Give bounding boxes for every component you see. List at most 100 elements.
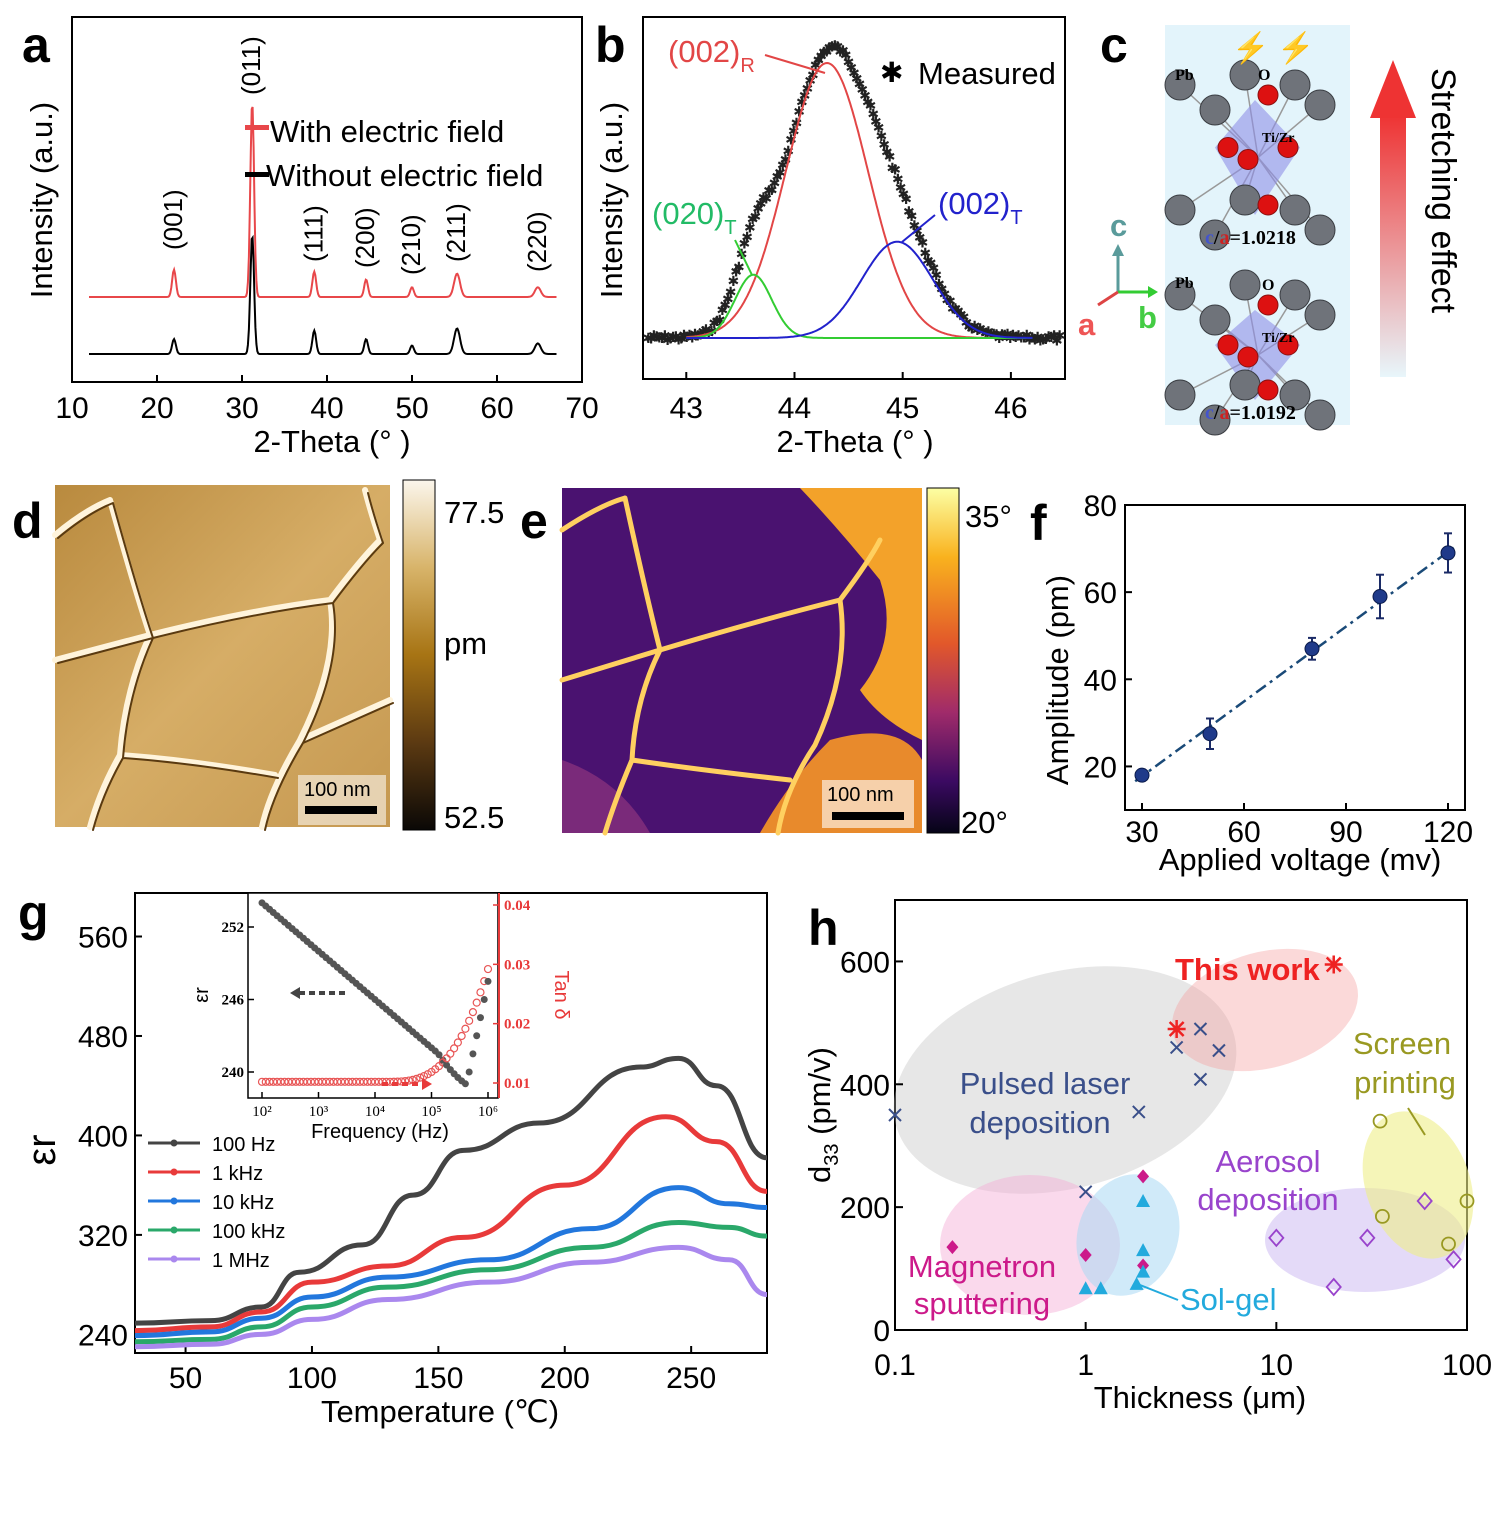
pb-atom	[1199, 94, 1231, 126]
legend-marker	[170, 1226, 178, 1234]
measured-point: ✱	[1007, 328, 1019, 344]
measured-point: ✱	[876, 129, 888, 145]
measured-point: ✱	[917, 235, 929, 251]
o-atom	[1217, 334, 1239, 356]
measured-point: ✱	[922, 254, 934, 270]
measured-point: ✱	[1043, 330, 1055, 346]
label-020T: (020)T	[652, 196, 737, 239]
o-atom	[1237, 149, 1259, 170]
o-atom	[1277, 137, 1299, 158]
measured-point: ✱	[717, 303, 729, 319]
marker-triangle	[1136, 1243, 1151, 1257]
measured-point: ✱	[782, 144, 794, 160]
measured-point: ✱	[766, 183, 778, 199]
measured-point: ✱	[755, 196, 767, 212]
x-tick-label: 43	[670, 392, 703, 425]
measured-point: ✱	[908, 219, 920, 235]
measured-point: ✱	[733, 260, 745, 276]
measured-point: ✱	[741, 230, 753, 246]
legend-swatch-without	[245, 172, 269, 177]
inset-right-axis	[498, 893, 500, 1098]
x-axis-label-b: 2-Theta (° )	[776, 424, 933, 459]
inset-tan-point	[457, 1031, 466, 1041]
measured-point: ✱	[667, 330, 679, 346]
fit-component-020T	[686, 273, 1033, 339]
measured-point: ✱	[656, 331, 668, 347]
measured-point: ✱	[815, 49, 827, 65]
o-atom	[1257, 294, 1279, 316]
inset-tan-point	[446, 1049, 455, 1058]
measured-point: ✱	[936, 282, 948, 298]
measured-point: ✱	[843, 55, 855, 71]
data-points-f	[1134, 532, 1456, 783]
marker-triangle	[1078, 1281, 1093, 1295]
x-tick-label: 40	[310, 392, 343, 425]
peak-label: (001)	[158, 189, 188, 250]
measured-point: ✱	[810, 58, 822, 74]
peak-label: (210)	[396, 214, 426, 275]
inset-y2-tick-label: 0.01	[504, 1076, 530, 1092]
series-line	[134, 1219, 768, 1345]
measured-point: ✱	[829, 39, 841, 55]
y-axis-label-b: Intensity (a.u.)	[594, 102, 629, 298]
inset-tan-point	[416, 1073, 425, 1082]
panel-f: f 30 60 90 120 20 40 60 80 Applied voltage (mv)…	[1030, 490, 1473, 877]
x-tick-label: 120	[1423, 816, 1473, 849]
measured-point: ✱	[933, 277, 945, 293]
measured-point: ✱	[749, 209, 761, 225]
measured-point: ✱	[996, 327, 1008, 343]
measured-point: ✱	[887, 161, 899, 177]
inset-x-tick-label: 10⁵	[421, 1104, 441, 1120]
group-label-pld-1: Pulsed laser	[960, 1066, 1131, 1101]
pb-atom	[1304, 214, 1336, 246]
group-label-mag-1: Magnetron	[908, 1249, 1056, 1284]
axis-ticks-h: 0.1 1 10 100 0 200 400 600	[840, 946, 1492, 1382]
inset-y2-tick-label: 0.02	[504, 1017, 530, 1033]
measured-point: ✱	[670, 329, 682, 345]
ratio-top: c/a=1.0218	[1205, 227, 1296, 249]
panel-d: d 100 nm 77.5 pm 52.5	[12, 479, 504, 835]
y-tick-label: 20	[1084, 751, 1117, 784]
marker-circle-open	[1459, 1193, 1475, 1209]
measured-point: ✱	[777, 158, 789, 174]
ellipse-this-work	[1172, 948, 1358, 1072]
marker-diamond-open	[1325, 1277, 1342, 1297]
scale-bar-label-d: 100 nm	[304, 779, 371, 801]
panel-label-d: d	[12, 493, 43, 549]
measured-point: ✱	[895, 180, 907, 196]
y-tick-label: 200	[840, 1192, 890, 1225]
measured-point: ✱	[939, 287, 951, 303]
colorbar-d	[402, 479, 436, 831]
x-tick-label: 0.1	[874, 1349, 916, 1382]
legend-with: With electric field	[270, 114, 504, 149]
y-tick-label: 400	[840, 1069, 890, 1102]
group-label-aer-1: Aerosol	[1215, 1144, 1320, 1179]
marker-diamond-open	[1359, 1228, 1376, 1248]
x-tick-label: 100	[287, 1362, 337, 1395]
panel-h: h 0.1 1 10 100 0 200 400 600 This work Pulsed l…	[802, 899, 1492, 1415]
x-tick-label: 1	[1077, 1349, 1094, 1382]
measured-point: ✱	[944, 294, 956, 310]
measured-point: ✱	[859, 89, 871, 105]
panel-c: c ⚡ ⚡ Pb O Ti/Zr c/a=1.0218 Pb O Ti/Zr c…	[1078, 17, 1462, 436]
group-label-solgel: Sol-gel	[1180, 1282, 1277, 1317]
measured-point: ✱	[654, 331, 666, 347]
marker-asterisk	[1167, 1020, 1186, 1038]
measured-point: ✱	[788, 124, 800, 140]
measured-point: ✱	[1024, 332, 1036, 348]
group-label-aer-2: deposition	[1197, 1182, 1338, 1217]
x-tick-label: 46	[994, 392, 1027, 425]
pb-atom	[1164, 279, 1196, 311]
arrowhead-icon	[1112, 244, 1124, 256]
panel-g: g 50 100 150 200 250 240 320 400 480 560 100 Hz 1 …	[18, 885, 768, 1429]
y-tick-label: 400	[78, 1120, 128, 1153]
legend-marker	[170, 1197, 178, 1205]
x-axis-label-g: Temperature (℃)	[321, 1394, 559, 1429]
marker-asterisk	[1324, 955, 1343, 974]
inset-y-tick-label: 240	[222, 1065, 245, 1081]
data-point	[1134, 767, 1150, 783]
measured-point: ✱	[856, 83, 868, 99]
y-tick-label: 600	[840, 946, 890, 979]
measured-point: ✱	[1048, 328, 1060, 344]
fit-component-002T	[686, 240, 1033, 339]
